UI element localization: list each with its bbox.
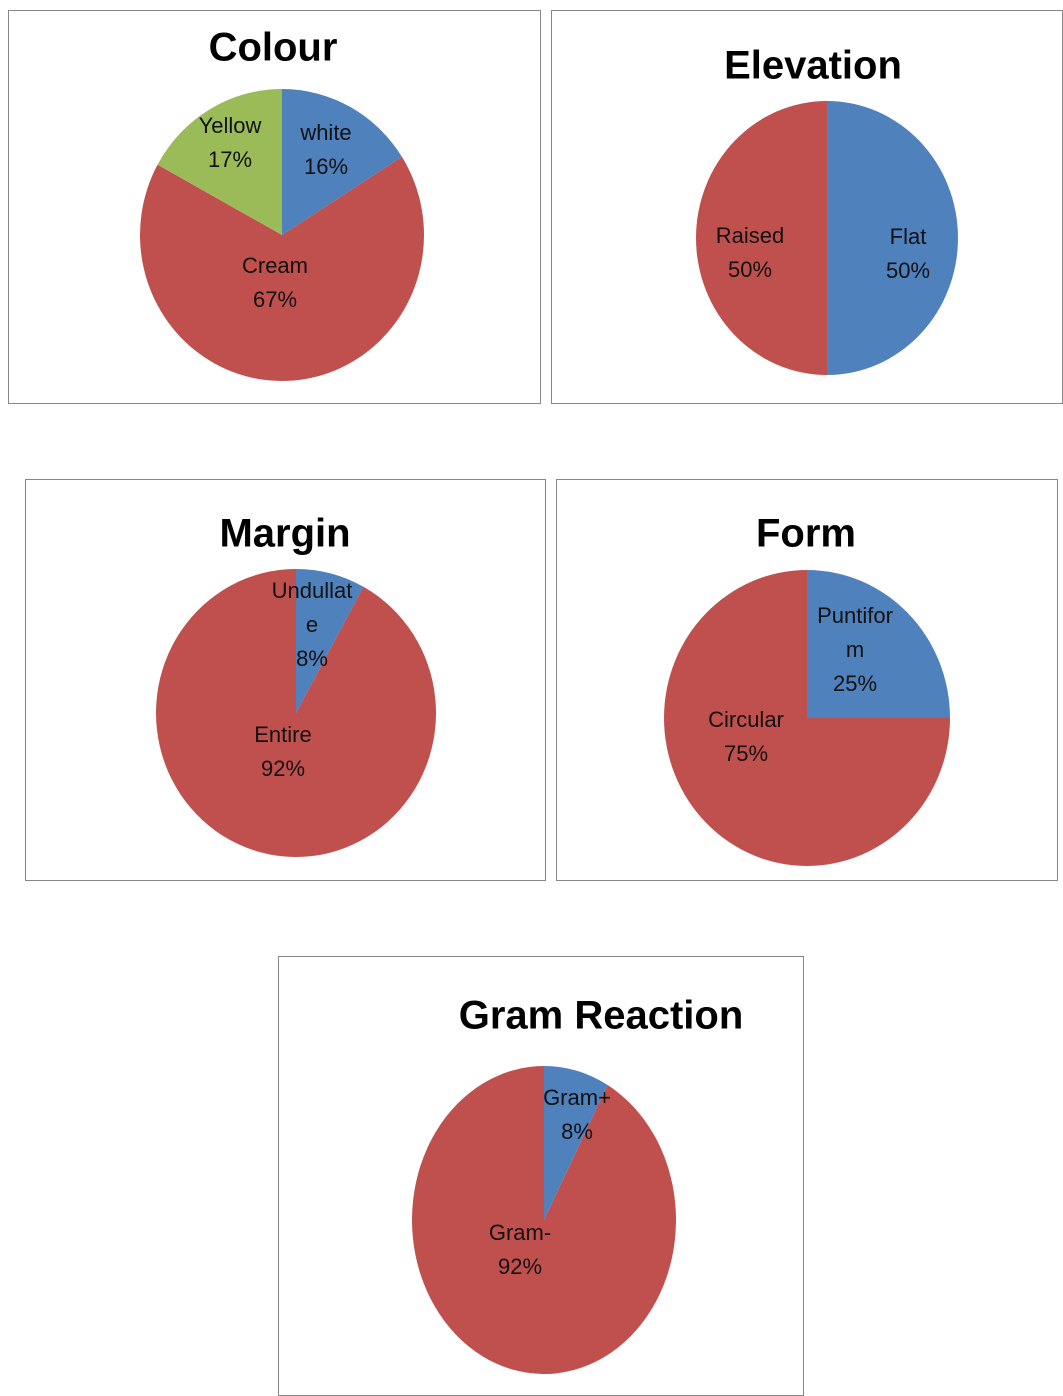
slice-label: Circular 75%	[696, 703, 796, 771]
value-label: 92%	[497, 1254, 543, 1279]
pie-slice	[282, 89, 402, 235]
chart-frame	[25, 479, 546, 881]
slice-label: Gram+ 8%	[532, 1081, 622, 1149]
category-label: white	[300, 120, 352, 145]
chart-title: Elevation	[724, 43, 902, 88]
pie-slice	[157, 89, 282, 235]
value-label: 8%	[561, 1119, 593, 1144]
pie-slice	[140, 156, 424, 381]
chart-title: Margin	[219, 511, 351, 556]
value-label: 8%	[296, 646, 328, 671]
chart-title: Gram Reaction	[458, 993, 744, 1038]
slice-label: Entire 92%	[238, 718, 328, 786]
pie-slice	[544, 1066, 608, 1220]
category-label: Circular	[708, 707, 784, 732]
category-label: Gram+	[543, 1085, 611, 1110]
category-label: Cream	[241, 253, 308, 278]
chart-frame	[8, 10, 541, 404]
value-label: 75%	[723, 741, 769, 766]
pie-slice	[664, 570, 950, 866]
slice-label: white 16%	[281, 116, 371, 184]
pie-slice	[696, 101, 827, 375]
value-label: 16%	[303, 154, 349, 179]
chart-title: Colour	[208, 25, 338, 70]
category-label: Yellow	[198, 113, 262, 138]
slice-label: Puntiform 25%	[814, 599, 896, 701]
slice-label: Cream 67%	[230, 249, 320, 317]
slice-label: Flat 50%	[863, 220, 953, 288]
category-label: Gram-	[488, 1220, 552, 1245]
category-label: Entire	[254, 722, 312, 747]
value-label: 50%	[727, 257, 773, 282]
value-label: 92%	[260, 756, 306, 781]
category-label: Undullate	[271, 578, 353, 637]
slice-label: Yellow 17%	[185, 109, 275, 177]
pie-slice	[827, 101, 958, 375]
chart-title: Form	[756, 511, 856, 556]
value-label: 25%	[832, 671, 878, 696]
slice-label: Gram- 92%	[475, 1216, 565, 1284]
value-label: 67%	[252, 287, 298, 312]
pie-slice	[411, 1066, 676, 1374]
chart-frame	[556, 479, 1058, 881]
value-label: 50%	[885, 258, 931, 283]
category-label: Raised	[715, 223, 785, 248]
pie-slice	[296, 569, 364, 713]
category-label: Flat	[889, 224, 927, 249]
value-label: 17%	[207, 147, 253, 172]
slice-label: Raised 50%	[705, 219, 795, 287]
pie-slice	[807, 570, 950, 718]
slice-label: Undullate 8%	[267, 574, 357, 676]
pie-slice	[155, 569, 436, 857]
category-label: Puntiform	[817, 603, 893, 662]
